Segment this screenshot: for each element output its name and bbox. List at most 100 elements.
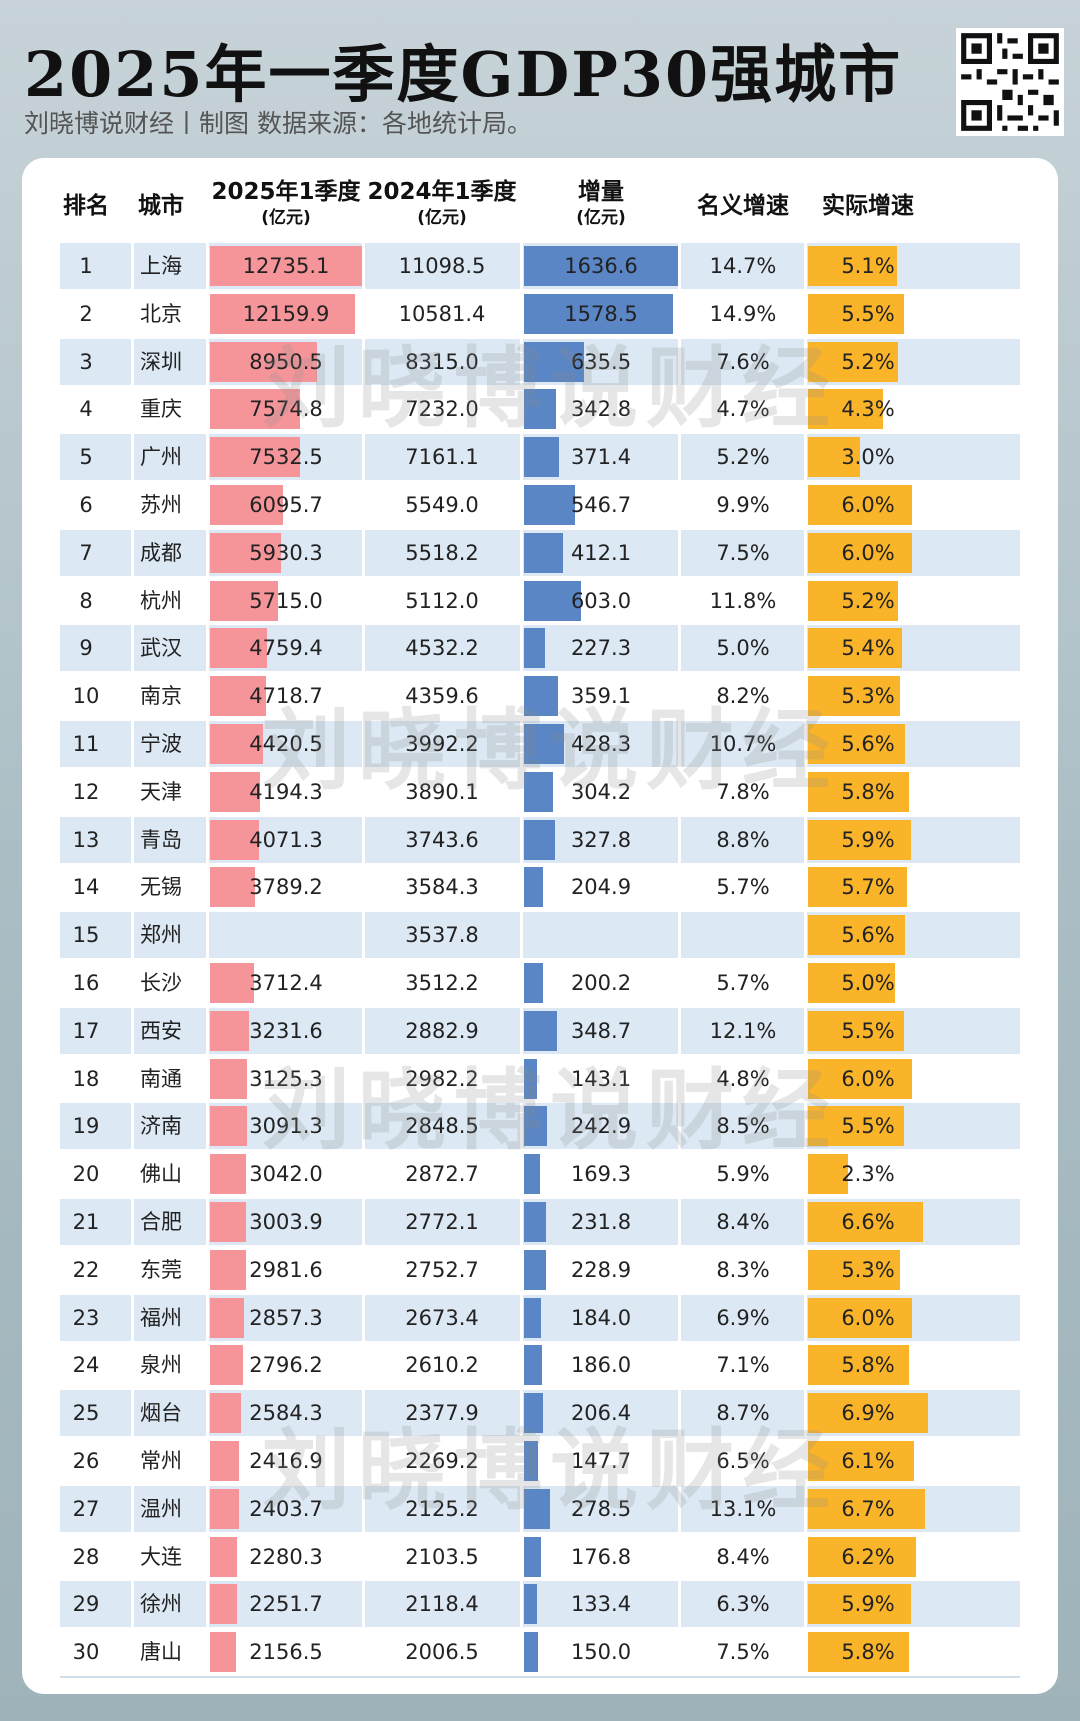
increase-cell: 143.1	[570, 1067, 632, 1091]
column-separator	[362, 243, 365, 289]
column-separator	[131, 1056, 134, 1102]
gdp2025-bar	[210, 820, 259, 860]
gdp2025-bar	[210, 628, 267, 668]
rank-cell: 27	[72, 1497, 100, 1521]
table-row: 17 西安 3231.6 2882.9 348.7 12.1% 5.5%	[60, 1008, 1020, 1054]
column-separator	[206, 960, 209, 1006]
real-growth-cell: 5.7%	[841, 875, 895, 899]
header-real-growth: 实际增速	[822, 193, 914, 219]
column-separator	[520, 291, 523, 337]
column-separator	[206, 1438, 209, 1484]
city-cell: 唐山	[140, 1640, 182, 1664]
city-cell: 广州	[140, 445, 182, 469]
column-separator	[131, 434, 134, 480]
column-separator	[362, 912, 365, 958]
column-separator	[520, 482, 523, 528]
gdp2025-cell: 5930.3	[249, 541, 323, 565]
gdp2025-bar	[210, 437, 300, 477]
increase-cell: 635.5	[570, 350, 632, 374]
increase-bar	[524, 1537, 541, 1577]
increase-cell: 186.0	[570, 1353, 632, 1377]
column-separator	[520, 1056, 523, 1102]
column-separator	[520, 625, 523, 671]
city-cell: 北京	[140, 302, 182, 326]
real-growth-cell: 5.9%	[841, 828, 895, 852]
column-separator	[804, 1581, 807, 1627]
real-growth-cell: 5.5%	[841, 1019, 895, 1043]
gdp2024-cell: 5549.0	[405, 493, 479, 517]
column-separator	[678, 1534, 681, 1580]
column-separator	[678, 721, 681, 767]
gdp2024-cell: 7232.0	[405, 397, 479, 421]
column-separator	[206, 386, 209, 432]
table-row: 7 成都 5930.3 5518.2 412.1 7.5% 6.0%	[60, 530, 1020, 576]
nominal-growth-cell: 8.4%	[716, 1210, 770, 1234]
gdp2024-cell: 5518.2	[405, 541, 479, 565]
gdp2024-cell: 2882.9	[405, 1019, 479, 1043]
gdp2025-bar	[210, 1059, 247, 1099]
gdp2025-bar	[210, 963, 254, 1003]
real-growth-cell: 5.9%	[841, 1592, 895, 1616]
gdp2025-cell: 2251.7	[249, 1592, 323, 1616]
column-separator	[520, 243, 523, 289]
gdp2025-cell: 3231.6	[249, 1019, 323, 1043]
column-separator	[804, 817, 807, 863]
column-separator	[362, 1056, 365, 1102]
city-cell: 大连	[140, 1545, 182, 1569]
column-separator	[206, 1581, 209, 1627]
gdp2024-cell: 2872.7	[405, 1162, 479, 1186]
real-growth-cell: 5.2%	[841, 589, 895, 613]
real-growth-bar	[808, 724, 905, 764]
column-separator	[678, 1629, 681, 1675]
rank-cell: 3	[79, 350, 93, 374]
nominal-growth-cell: 7.8%	[716, 780, 770, 804]
real-growth-bar	[808, 1584, 911, 1624]
gdp2025-cell: 12159.9	[242, 302, 330, 326]
column-separator	[362, 1199, 365, 1245]
real-growth-bar	[808, 1059, 912, 1099]
increase-bar	[524, 294, 673, 334]
column-separator	[804, 434, 807, 480]
increase-cell: 412.1	[570, 541, 632, 565]
rank-cell: 8	[79, 589, 93, 613]
rank-cell: 10	[72, 684, 100, 708]
nominal-growth-cell: 8.7%	[716, 1401, 770, 1425]
city-cell: 温州	[140, 1497, 182, 1521]
column-separator	[520, 1151, 523, 1197]
gdp2025-bar	[210, 1106, 247, 1146]
column-separator	[362, 386, 365, 432]
city-cell: 佛山	[140, 1162, 182, 1186]
city-cell: 郑州	[140, 923, 182, 947]
rank-cell: 11	[72, 732, 100, 756]
gdp2024-cell: 10581.4	[398, 302, 486, 326]
column-separator	[678, 625, 681, 671]
table-row: 23 福州 2857.3 2673.4 184.0 6.9% 6.0%	[60, 1295, 1020, 1341]
increase-bar	[524, 772, 553, 812]
column-separator	[206, 530, 209, 576]
gdp2025-cell: 4759.4	[249, 636, 323, 660]
nominal-growth-cell	[682, 912, 804, 958]
gdp2025-cell: 7532.5	[249, 445, 323, 469]
column-separator	[678, 386, 681, 432]
column-separator	[131, 864, 134, 910]
gdp2025-cell: 2981.6	[249, 1258, 323, 1282]
increase-bar	[524, 1345, 542, 1385]
real-growth-cell: 5.5%	[841, 302, 895, 326]
column-separator	[206, 1199, 209, 1245]
increase-bar	[524, 1489, 550, 1529]
column-separator	[678, 1151, 681, 1197]
gdp2024-cell: 8315.0	[405, 350, 479, 374]
real-growth-cell: 6.0%	[841, 493, 895, 517]
column-separator	[362, 578, 365, 624]
nominal-growth-cell: 6.9%	[716, 1306, 770, 1330]
table-row: 19 济南 3091.3 2848.5 242.9 8.5% 5.5%	[60, 1103, 1020, 1149]
column-separator	[362, 1390, 365, 1436]
gdp2025-cell: 12735.1	[242, 254, 330, 278]
column-separator	[362, 1151, 365, 1197]
gdp2024-cell: 3537.8	[405, 923, 479, 947]
column-separator	[131, 1008, 134, 1054]
gdp2025-bar	[210, 294, 355, 334]
increase-bar	[524, 1059, 537, 1099]
real-growth-bar	[808, 533, 912, 573]
gdp2025-cell: 4071.3	[249, 828, 323, 852]
